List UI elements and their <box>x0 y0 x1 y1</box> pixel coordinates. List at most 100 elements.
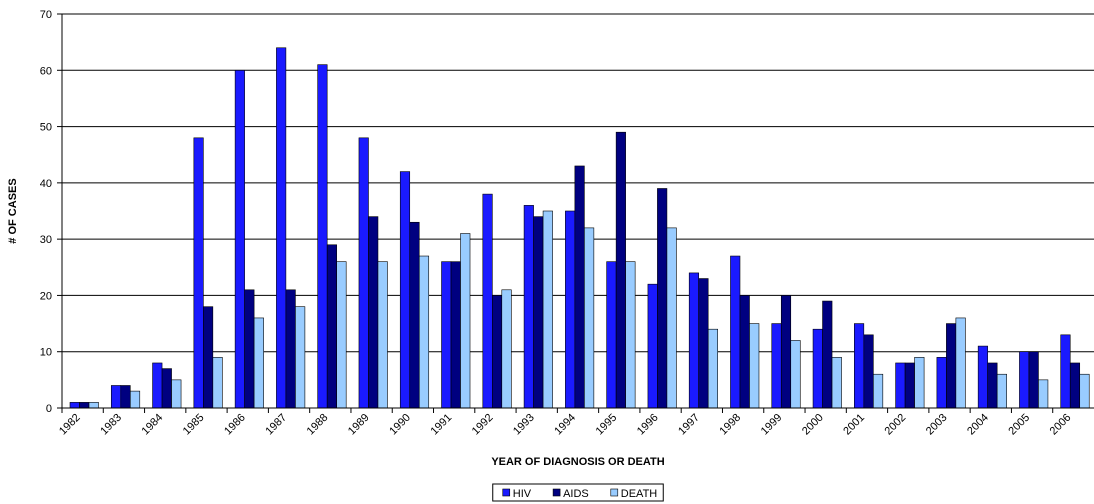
bar <box>79 402 90 409</box>
x-tick-label: 1992 <box>470 412 496 438</box>
bar <box>977 345 988 409</box>
bar <box>615 131 626 409</box>
bar <box>152 362 163 409</box>
bar <box>491 295 503 409</box>
bar <box>368 216 379 409</box>
bar <box>936 357 947 409</box>
bar <box>955 317 966 409</box>
bar <box>606 261 617 409</box>
bar <box>276 47 287 409</box>
bar <box>418 255 430 409</box>
bar <box>1028 351 1039 409</box>
y-tick-label: 30 <box>40 234 52 246</box>
bar <box>399 171 411 409</box>
x-tick-label: 1993 <box>511 412 537 438</box>
x-tick-label: 2004 <box>965 412 991 438</box>
bar <box>780 295 792 409</box>
bar <box>285 289 296 409</box>
bar <box>88 402 99 409</box>
y-tick-label: 10 <box>40 347 52 359</box>
bar <box>707 328 719 409</box>
bar <box>698 278 709 409</box>
legend-box <box>492 483 664 502</box>
bar <box>771 323 782 409</box>
bar <box>295 306 306 409</box>
x-tick-label: 1984 <box>140 412 166 438</box>
x-tick-label: 1997 <box>676 412 702 438</box>
legend-swatch <box>610 488 619 497</box>
y-tick-label: 0 <box>46 403 52 415</box>
bar <box>790 340 801 409</box>
x-tick-label: 2006 <box>1048 412 1074 438</box>
bar <box>161 368 172 409</box>
bar <box>895 362 906 409</box>
bar <box>946 323 957 409</box>
x-tick-label: 1994 <box>552 412 578 438</box>
bar <box>69 402 80 409</box>
x-axis-title: YEAR OF DIAGNOSIS OR DEATH <box>491 456 664 468</box>
bar <box>1060 334 1071 409</box>
x-tick-label: 1987 <box>263 412 289 438</box>
y-tick-label: 50 <box>40 122 52 134</box>
bar <box>904 362 915 409</box>
x-tick-label: 1989 <box>346 412 372 438</box>
bar <box>377 261 388 409</box>
y-tick-label: 70 <box>40 9 52 21</box>
bar <box>739 295 750 409</box>
bar <box>326 244 337 409</box>
bar <box>317 64 328 409</box>
y-tick-label: 20 <box>40 290 52 302</box>
bar <box>863 334 874 409</box>
bar <box>688 272 700 409</box>
bar <box>253 317 264 409</box>
bar <box>1079 373 1090 409</box>
legend-swatch <box>552 488 561 497</box>
bar <box>565 210 576 409</box>
legend-swatch <box>502 488 511 497</box>
bar <box>822 300 833 409</box>
x-tick-label: 2001 <box>841 412 867 438</box>
bar <box>523 205 534 409</box>
bar <box>501 289 512 409</box>
bar <box>358 137 369 409</box>
bar <box>120 385 131 409</box>
x-tick-label: 1988 <box>305 412 331 438</box>
bar <box>1038 379 1049 409</box>
bar <box>482 193 493 409</box>
legend-label: DEATH <box>621 488 658 500</box>
bar <box>234 69 245 409</box>
bar <box>409 221 420 409</box>
x-tick-label: 1995 <box>594 412 620 438</box>
bar <box>812 328 823 409</box>
x-tick-label: 1996 <box>635 412 661 438</box>
bar <box>441 261 452 409</box>
x-tick-label: 1982 <box>57 412 83 438</box>
bar <box>1019 351 1030 409</box>
bar <box>831 357 842 409</box>
bar <box>854 323 865 409</box>
legend-label: HIV <box>513 488 532 500</box>
y-axis-title: # OF CASES <box>7 178 19 243</box>
x-tick-label: 1998 <box>717 412 743 438</box>
bar <box>574 165 585 409</box>
bar <box>542 210 553 409</box>
x-tick-label: 2003 <box>924 412 950 438</box>
x-tick-label: 1990 <box>387 412 413 438</box>
bar <box>129 390 141 409</box>
bar <box>212 357 223 409</box>
bar <box>666 227 677 409</box>
x-tick-label: 2000 <box>800 412 826 438</box>
bar <box>110 385 122 409</box>
bar <box>873 373 884 409</box>
legend: HIV AIDS DEATH <box>492 483 664 502</box>
bar <box>244 289 255 409</box>
x-tick-label: 2005 <box>1006 412 1032 438</box>
x-tick-label: 1999 <box>759 412 785 438</box>
bar <box>1069 362 1081 409</box>
bar <box>336 261 347 409</box>
bar <box>657 188 668 409</box>
bar <box>533 216 544 409</box>
bar <box>460 233 471 409</box>
bar <box>193 137 204 409</box>
